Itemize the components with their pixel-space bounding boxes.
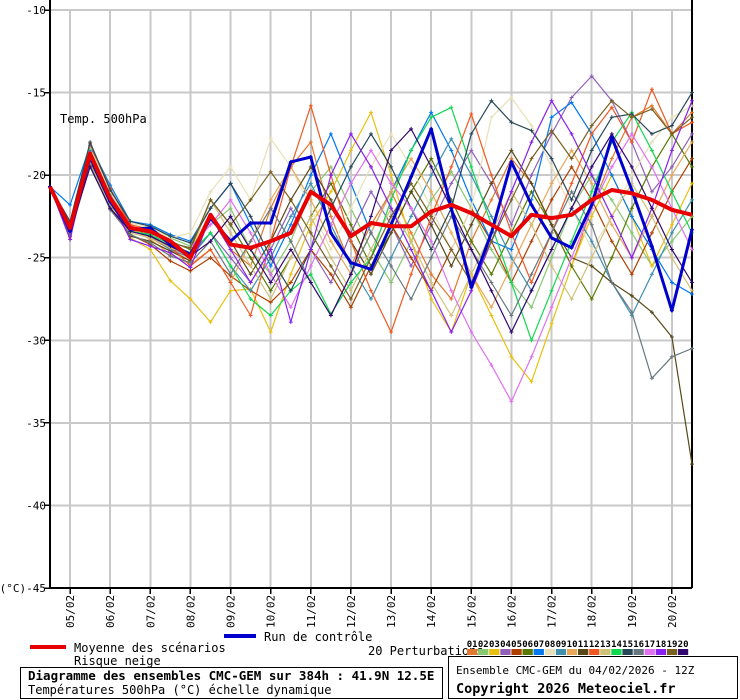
- perturbation-swatch: [622, 649, 633, 655]
- scenario-mean-line: [48, 151, 693, 260]
- perturbation-number: 07: [533, 640, 544, 650]
- perturbation-swatch: [467, 649, 478, 655]
- perturbation-swatch: [600, 649, 611, 655]
- mean-legend-swatch: [30, 645, 66, 649]
- y-tick-label: -30: [26, 334, 46, 347]
- perturbation-swatch: [589, 649, 600, 655]
- perturbation-swatch: [533, 649, 544, 655]
- control-legend-label: Run de contrôle: [264, 630, 372, 644]
- perturbation-number: 09: [556, 640, 567, 650]
- x-tick-label: 10/02: [265, 595, 278, 628]
- perturbation-number: 16: [633, 640, 644, 650]
- footer-copyright: Copyright 2026 Meteociel.fr: [456, 681, 675, 697]
- x-tick-label: 19/02: [626, 595, 639, 628]
- y-tick-label: -10: [26, 4, 46, 17]
- footer-right-box: [448, 656, 738, 699]
- perturbation-color-key: 01 02 03 04 05 06 07 08 09 10 11 12 13 14 15 16 17 18 19 20: [467, 640, 689, 655]
- perturbation-number: 11: [578, 640, 589, 650]
- x-tick-label: 11/02: [305, 595, 318, 628]
- x-axis-labels: 05/02 06/02 07/02 08/02 09/02 10/02 11/02 12/02…: [64, 595, 679, 628]
- footer-left-box: [20, 667, 443, 699]
- perturbation-swatch: [644, 649, 655, 655]
- x-tick-label: 18/02: [586, 595, 599, 628]
- perturbations-legend-label: 20 Perturbations: [368, 644, 484, 658]
- footer-subtitle: Températures 500hPa (°C) échelle dynamiq…: [28, 683, 331, 697]
- x-tick-label: 16/02: [505, 595, 518, 628]
- y-tick-label: -25: [26, 252, 46, 265]
- perturbation-swatch: [478, 649, 489, 655]
- mean-legend-label: Moyenne des scénarios: [74, 641, 226, 655]
- perturbation-swatch: [511, 649, 522, 655]
- perturbation-number: 03: [489, 640, 500, 650]
- y-tick-label: -20: [26, 169, 46, 182]
- perturbation-swatch: [555, 649, 567, 655]
- perturbation-number: 15: [622, 640, 633, 650]
- perturbation-swatch: [677, 649, 689, 655]
- perturbation-number: 04: [500, 640, 511, 650]
- x-tick-label: 09/02: [225, 595, 238, 628]
- perturbation-swatch: [666, 649, 678, 655]
- perturbation-number: 01: [467, 640, 478, 650]
- y-tick-label: -40: [26, 499, 46, 512]
- perturbation-swatch: [489, 649, 500, 655]
- perturbation-swatch: [611, 649, 622, 655]
- y-tick-label: -35: [26, 417, 46, 430]
- footer-title: Diagramme des ensembles CMC-GEM sur 384h…: [28, 668, 434, 683]
- x-tick-label: 08/02: [184, 595, 197, 628]
- x-tick-label: 12/02: [345, 595, 358, 628]
- perturbation-swatch: [566, 649, 578, 655]
- perturbation-number: 13: [600, 640, 611, 650]
- perturbation-swatch: [578, 649, 589, 655]
- perturbation-swatch: [655, 649, 666, 655]
- x-tick-label: 15/02: [465, 595, 478, 628]
- control-run-markers: [48, 126, 694, 313]
- x-tick-label: 14/02: [425, 595, 438, 628]
- perturbation-number: 19: [667, 640, 678, 650]
- x-tick-label: 05/02: [64, 595, 77, 628]
- y-axis-labels: -10 -15 -20 -25 -30 -35 -40 (°C)-45: [0, 4, 46, 595]
- series-lines: [48, 74, 694, 467]
- perturbation-number: 05: [511, 640, 522, 650]
- perturbation-number: 06: [522, 640, 533, 650]
- perturbation-number: 18: [655, 640, 666, 650]
- perturbation-number: 17: [644, 640, 655, 650]
- control-run-line: [48, 127, 694, 313]
- x-tick-label: 13/02: [385, 595, 398, 628]
- x-tick-label: 17/02: [546, 595, 559, 628]
- risk-legend-label: Risque neige: [74, 654, 161, 668]
- perturbation-swatch: [544, 649, 555, 655]
- perturbation-number: 12: [589, 640, 600, 650]
- perturbation-swatch: [522, 649, 533, 655]
- plot-title: Temp. 500hPa: [60, 112, 147, 126]
- x-tick-label: 20/02: [666, 595, 679, 628]
- footer-run-info: Ensemble CMC-GEM du 04/02/2026 - 12Z: [456, 664, 695, 677]
- perturbation-number: 08: [544, 640, 555, 650]
- y-tick-label: -15: [26, 87, 46, 100]
- control-legend-swatch: [224, 634, 256, 638]
- perturbation-swatch: [633, 649, 644, 655]
- x-tick-label: 07/02: [144, 595, 157, 628]
- perturbation-number: 20: [678, 640, 689, 650]
- x-tick-label: 06/02: [104, 595, 117, 628]
- y-tick-label: (°C)-45: [0, 582, 46, 595]
- perturbation-swatch: [500, 649, 511, 655]
- perturbation-number: 10: [567, 640, 578, 650]
- perturbation-number: 14: [611, 640, 622, 650]
- perturbation-number: 02: [478, 640, 489, 650]
